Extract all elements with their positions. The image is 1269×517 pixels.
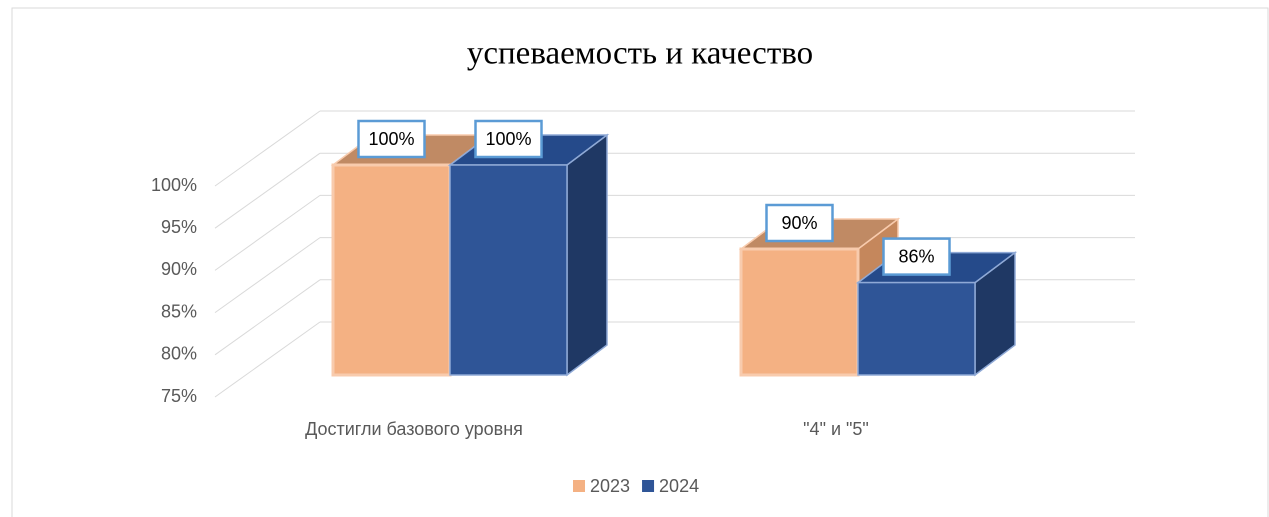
data-label-box [765,203,834,243]
legend-label: 2023 [590,476,630,496]
data-label: 90% [781,213,817,233]
x-tick-label: "4" и "5" [803,419,869,439]
bar [449,164,568,376]
grid-line [214,237,321,314]
data-label: 86% [898,246,934,266]
y-tick-label: 100% [151,175,197,195]
bar-side [566,133,608,377]
bar [331,163,452,377]
data-label-box [882,237,951,276]
grid-line [214,194,321,271]
y-tick-label: 95% [161,217,197,237]
grid-line [214,110,321,187]
legend-label: 2024 [659,476,699,496]
y-tick-label: 80% [161,344,197,364]
data-label-box [357,119,426,159]
y-tick-label: 90% [161,259,197,279]
grid-line [214,321,321,398]
y-tick-label: 85% [161,301,197,321]
legend-swatch [642,480,655,492]
legend-swatch [573,480,585,492]
grid-line [214,152,321,229]
data-label: 100% [485,129,531,149]
chart-frame [11,7,1269,517]
chart-title: успеваемость и качество [467,36,813,72]
bar [739,247,860,377]
y-tick-label: 75% [161,386,197,406]
grid-line [214,279,321,356]
x-tick-label: Достигли базового уровня [305,419,523,439]
bar [857,281,976,376]
data-label: 100% [368,129,414,149]
data-label-box [474,119,543,159]
